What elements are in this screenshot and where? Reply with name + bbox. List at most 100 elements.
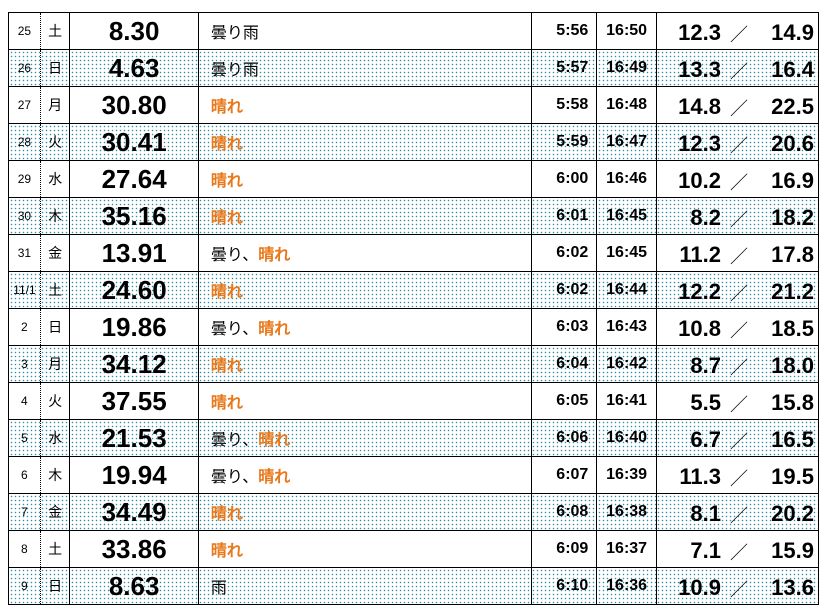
day-cell[interactable]: 28 <box>8 123 41 161</box>
weekday-cell[interactable]: 土 <box>39 271 71 309</box>
temperature-cell[interactable]: 5.5 ／ 15.8 <box>655 382 819 420</box>
day-cell[interactable]: 8 <box>8 530 41 568</box>
weekday-cell[interactable]: 金 <box>39 493 71 531</box>
weather-cell[interactable]: 晴れ <box>197 493 532 531</box>
weather-cell[interactable]: 晴れ <box>197 197 532 235</box>
weekday-cell[interactable]: 日 <box>39 567 71 605</box>
temperature-cell[interactable]: 11.2 ／ 17.8 <box>655 234 819 272</box>
sunset-cell[interactable]: 16:40 <box>596 419 657 457</box>
temperature-cell[interactable]: 8.2 ／ 18.2 <box>655 197 819 235</box>
value-cell[interactable]: 35.16 <box>69 197 199 235</box>
sunrise-cell[interactable]: 6:02 <box>530 234 598 272</box>
sunset-cell[interactable]: 16:37 <box>596 530 657 568</box>
weather-cell[interactable]: 晴れ <box>197 382 532 420</box>
weather-cell[interactable]: 晴れ <box>197 271 532 309</box>
sunset-cell[interactable]: 16:50 <box>596 12 657 50</box>
value-cell[interactable]: 8.30 <box>69 12 199 50</box>
day-cell[interactable]: 25 <box>8 12 41 50</box>
value-cell[interactable]: 37.55 <box>69 382 199 420</box>
weather-cell[interactable]: 晴れ <box>197 530 532 568</box>
weather-cell[interactable]: 曇り、晴れ <box>197 308 532 346</box>
weekday-cell[interactable]: 火 <box>39 382 71 420</box>
day-cell[interactable]: 4 <box>8 382 41 420</box>
sunrise-cell[interactable]: 6:08 <box>530 493 598 531</box>
weekday-cell[interactable]: 月 <box>39 86 71 124</box>
sunrise-cell[interactable]: 5:59 <box>530 123 598 161</box>
weather-cell[interactable]: 雨 <box>197 567 532 605</box>
value-cell[interactable]: 30.80 <box>69 86 199 124</box>
temperature-cell[interactable]: 12.2 ／ 21.2 <box>655 271 819 309</box>
sunrise-cell[interactable]: 6:06 <box>530 419 598 457</box>
value-cell[interactable]: 19.86 <box>69 308 199 346</box>
weather-cell[interactable]: 晴れ <box>197 86 532 124</box>
day-cell[interactable]: 30 <box>8 197 41 235</box>
value-cell[interactable]: 19.94 <box>69 456 199 494</box>
value-cell[interactable]: 34.49 <box>69 493 199 531</box>
sunrise-cell[interactable]: 6:04 <box>530 345 598 383</box>
temperature-cell[interactable]: 12.3 ／ 14.9 <box>655 12 819 50</box>
weekday-cell[interactable]: 木 <box>39 456 71 494</box>
day-cell[interactable]: 31 <box>8 234 41 272</box>
day-cell[interactable]: 9 <box>8 567 41 605</box>
sunset-cell[interactable]: 16:43 <box>596 308 657 346</box>
value-cell[interactable]: 27.64 <box>69 160 199 198</box>
sunset-cell[interactable]: 16:39 <box>596 456 657 494</box>
day-cell[interactable]: 7 <box>8 493 41 531</box>
weekday-cell[interactable]: 火 <box>39 123 71 161</box>
sunrise-cell[interactable]: 6:00 <box>530 160 598 198</box>
sunset-cell[interactable]: 16:36 <box>596 567 657 605</box>
temperature-cell[interactable]: 10.8 ／ 18.5 <box>655 308 819 346</box>
sunset-cell[interactable]: 16:42 <box>596 345 657 383</box>
day-cell[interactable]: 3 <box>8 345 41 383</box>
value-cell[interactable]: 33.86 <box>69 530 199 568</box>
temperature-cell[interactable]: 6.7 ／ 16.5 <box>655 419 819 457</box>
temperature-cell[interactable]: 13.3 ／ 16.4 <box>655 49 819 87</box>
sunrise-cell[interactable]: 6:03 <box>530 308 598 346</box>
value-cell[interactable]: 8.63 <box>69 567 199 605</box>
sunset-cell[interactable]: 16:45 <box>596 234 657 272</box>
sunrise-cell[interactable]: 5:56 <box>530 12 598 50</box>
sunset-cell[interactable]: 16:41 <box>596 382 657 420</box>
sunset-cell[interactable]: 16:44 <box>596 271 657 309</box>
value-cell[interactable]: 21.53 <box>69 419 199 457</box>
weekday-cell[interactable]: 水 <box>39 419 71 457</box>
weather-cell[interactable]: 曇り雨 <box>197 12 532 50</box>
sunrise-cell[interactable]: 6:01 <box>530 197 598 235</box>
weekday-cell[interactable]: 水 <box>39 160 71 198</box>
weekday-cell[interactable]: 土 <box>39 12 71 50</box>
value-cell[interactable]: 34.12 <box>69 345 199 383</box>
sunrise-cell[interactable]: 6:07 <box>530 456 598 494</box>
temperature-cell[interactable]: 7.1 ／ 15.9 <box>655 530 819 568</box>
value-cell[interactable]: 4.63 <box>69 49 199 87</box>
weather-cell[interactable]: 曇り、晴れ <box>197 234 532 272</box>
weather-cell[interactable]: 曇り雨 <box>197 49 532 87</box>
day-cell[interactable]: 29 <box>8 160 41 198</box>
sunrise-cell[interactable]: 6:10 <box>530 567 598 605</box>
sunset-cell[interactable]: 16:38 <box>596 493 657 531</box>
sunrise-cell[interactable]: 5:58 <box>530 86 598 124</box>
weather-cell[interactable]: 晴れ <box>197 345 532 383</box>
temperature-cell[interactable]: 8.7 ／ 18.0 <box>655 345 819 383</box>
weather-cell[interactable]: 晴れ <box>197 123 532 161</box>
temperature-cell[interactable]: 12.3 ／ 20.6 <box>655 123 819 161</box>
day-cell[interactable]: 6 <box>8 456 41 494</box>
sunrise-cell[interactable]: 6:05 <box>530 382 598 420</box>
day-cell[interactable]: 26 <box>8 49 41 87</box>
weekday-cell[interactable]: 金 <box>39 234 71 272</box>
value-cell[interactable]: 24.60 <box>69 271 199 309</box>
day-cell[interactable]: 27 <box>8 86 41 124</box>
sunrise-cell[interactable]: 6:09 <box>530 530 598 568</box>
sunset-cell[interactable]: 16:45 <box>596 197 657 235</box>
weekday-cell[interactable]: 日 <box>39 49 71 87</box>
day-cell[interactable]: 2 <box>8 308 41 346</box>
day-cell[interactable]: 5 <box>8 419 41 457</box>
weather-cell[interactable]: 晴れ <box>197 160 532 198</box>
sunset-cell[interactable]: 16:46 <box>596 160 657 198</box>
day-cell[interactable]: 11/1 <box>8 271 41 309</box>
temperature-cell[interactable]: 10.9 ／ 13.6 <box>655 567 819 605</box>
weekday-cell[interactable]: 日 <box>39 308 71 346</box>
temperature-cell[interactable]: 11.3 ／ 19.5 <box>655 456 819 494</box>
value-cell[interactable]: 13.91 <box>69 234 199 272</box>
sunrise-cell[interactable]: 6:02 <box>530 271 598 309</box>
temperature-cell[interactable]: 8.1 ／ 20.2 <box>655 493 819 531</box>
